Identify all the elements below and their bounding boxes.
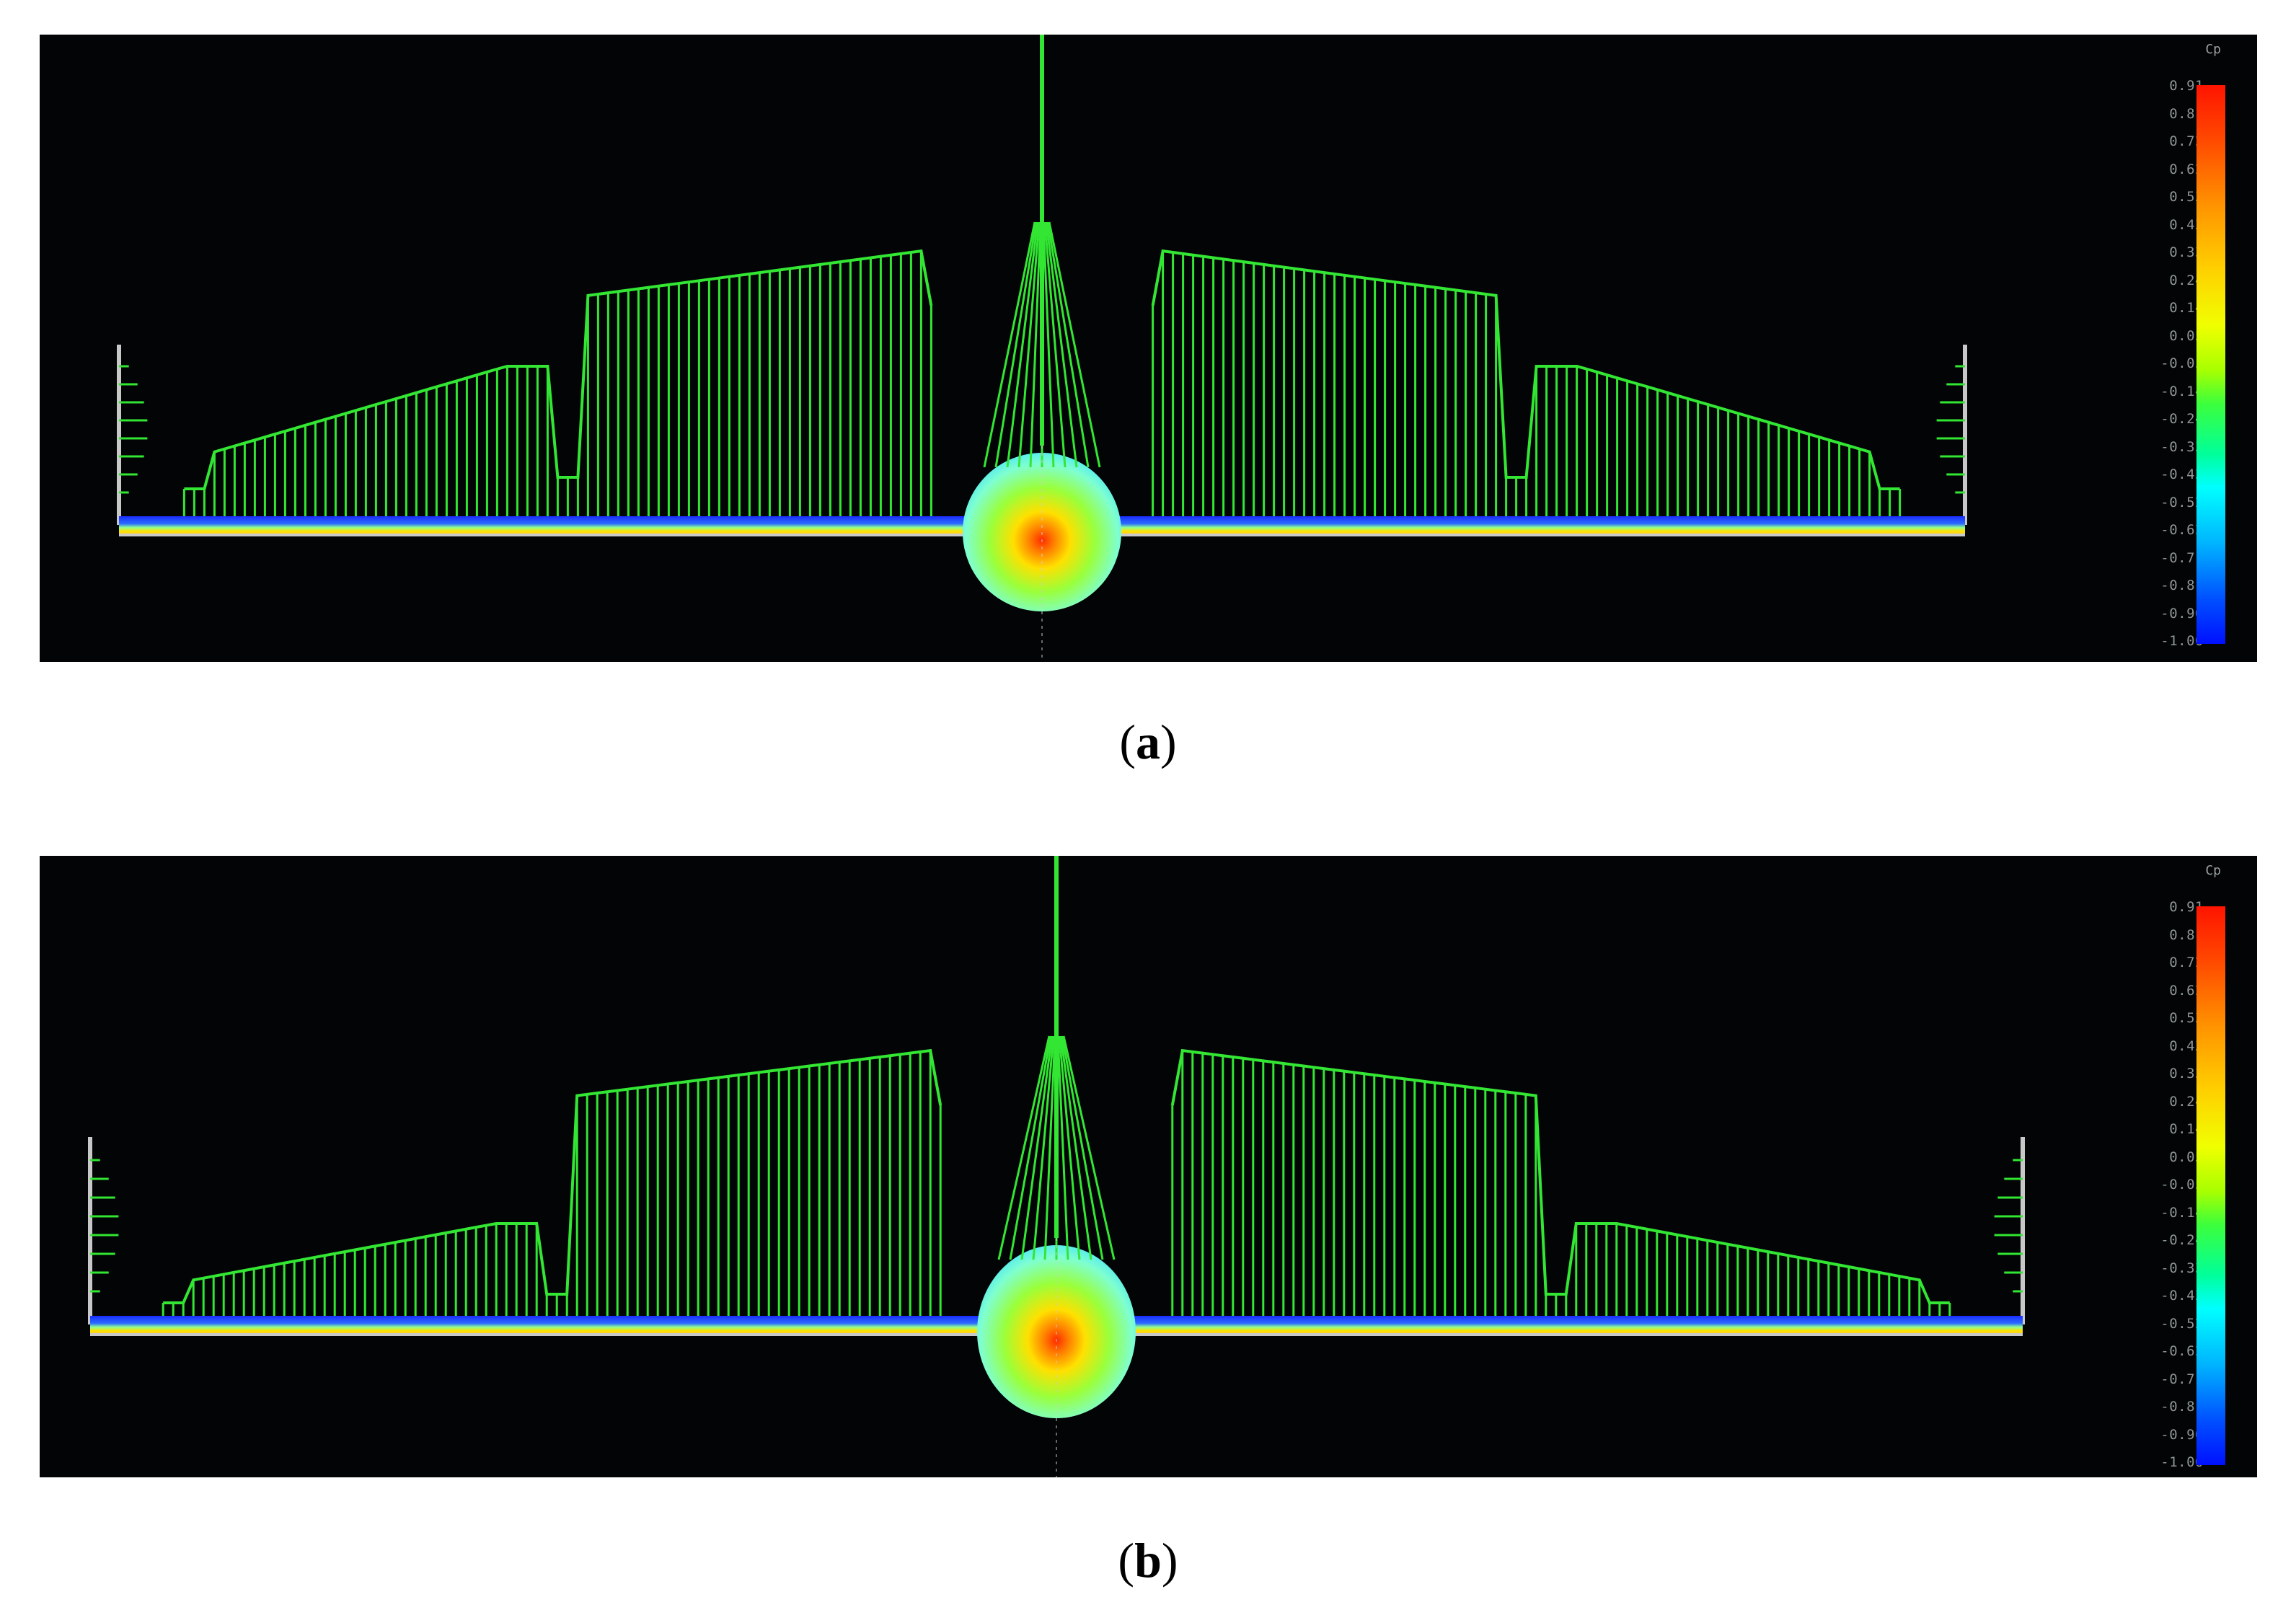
- legend-tick-label: 0.53: [2169, 1010, 2204, 1026]
- tail-lift-line: [1017, 221, 1041, 468]
- legend-tick-label: 0.72: [2169, 955, 2204, 970]
- legend-tick-label: 0.05: [2169, 1149, 2204, 1165]
- tail-lift-line: [1062, 1035, 1116, 1260]
- legend-tick-label: 0.91: [2169, 899, 2204, 915]
- legend-tick-label: -0.62: [2160, 1343, 2204, 1359]
- tail-lift-line: [1059, 1035, 1092, 1260]
- tail-lift-line: [997, 1035, 1051, 1260]
- legend-color-bar: [2196, 906, 2225, 1465]
- legend-tick-label: -1.00: [2160, 633, 2204, 649]
- legend-title: Cp: [2205, 42, 2221, 57]
- legend-tick-label: -0.90: [2160, 1426, 2204, 1443]
- legend-tick-label: -0.62: [2160, 522, 2204, 538]
- legend-tick-label: 0.53: [2169, 189, 2204, 205]
- tail-lift-line: [1048, 221, 1101, 468]
- caption-b: (b): [1118, 1533, 1178, 1588]
- tail-lift-line: [1061, 1035, 1104, 1260]
- panel-b-scene: [88, 856, 2025, 1477]
- legend-tick-label: 0.81: [2169, 926, 2204, 943]
- tail-lift-line: [1045, 221, 1078, 468]
- legend-title: Cp: [2205, 863, 2221, 878]
- legend-tick-label: 0.81: [2169, 105, 2204, 122]
- legend-tick-label: -0.33: [2160, 438, 2204, 455]
- panel-a-cp-legend: Cp 0.91 0.81 0.72 0.62 0.53 0.43 0.33 0.24 0.14 0…: [2133, 42, 2241, 655]
- lift-envelope: [1151, 249, 1900, 490]
- legend-tick-label: -0.71: [2160, 549, 2204, 566]
- caption-a: (a): [1119, 715, 1177, 769]
- tail-lift-line: [983, 221, 1036, 468]
- legend-tick-label: -0.43: [2160, 466, 2204, 482]
- legend-tick-label: -0.52: [2160, 494, 2204, 510]
- legend-tick-label: 0.62: [2169, 982, 2204, 999]
- tail-lift-line: [1046, 221, 1090, 468]
- tail-lift-line: [1058, 1035, 1081, 1260]
- panel-a-visualization: Cp 0.91 0.81 0.72 0.62 0.53 0.43 0.33 0.24 0.14 0…: [40, 35, 2257, 662]
- legend-tick-label: 0.33: [2169, 244, 2204, 260]
- lift-envelope: [1170, 1048, 1950, 1304]
- legend-tick-label: 0.43: [2169, 216, 2204, 233]
- legend-tick-label: 0.14: [2169, 1121, 2204, 1137]
- legend-tick-label: 0.05: [2169, 327, 2204, 344]
- legend-tick-label: -0.14: [2160, 383, 2204, 399]
- legend-tick-label: 0.24: [2169, 1093, 2204, 1110]
- legend-tick-label: -0.81: [2160, 578, 2204, 593]
- legend-tick-label: 0.43: [2169, 1038, 2204, 1054]
- legend-tick-label: -0.33: [2160, 1260, 2204, 1276]
- legend-tick-label: 0.33: [2169, 1066, 2204, 1082]
- legend-tick-label: 0.91: [2169, 78, 2204, 94]
- tail-lift-line: [1029, 221, 1042, 468]
- legend-tick-label: -0.52: [2160, 1315, 2204, 1332]
- legend-tick-label: -1.00: [2160, 1454, 2204, 1470]
- panel-b-visualization: Cp 0.91 0.81 0.72 0.62 0.53 0.43 0.33 0.24 0.14 0…: [40, 856, 2257, 1477]
- panel-a-lift-distribution: [117, 249, 1967, 525]
- legend-tick-label: 0.24: [2169, 272, 2204, 288]
- legend-tick-label: -0.71: [2160, 1371, 2204, 1387]
- legend-tick-label: -0.14: [2160, 1204, 2204, 1221]
- lift-envelope: [163, 1048, 942, 1304]
- lift-envelope: [184, 249, 933, 490]
- tail-lift-line: [1043, 1035, 1056, 1260]
- tail-lift-line: [1032, 1035, 1055, 1260]
- panel-b-lift-distribution: [88, 1048, 2025, 1324]
- legend-tick-label: -0.24: [2160, 411, 2204, 427]
- tail-lift-line: [1056, 1035, 1069, 1260]
- legend-tick-label: -0.05: [2160, 1177, 2204, 1193]
- legend-tick-label: 0.14: [2169, 300, 2204, 316]
- tail-lift-line: [1020, 1035, 1054, 1260]
- tail-lift-line: [994, 221, 1038, 468]
- tail-lift-line: [1043, 221, 1067, 468]
- tail-lift-line: [1006, 221, 1039, 468]
- legend-tick-label: -0.24: [2160, 1232, 2204, 1248]
- legend-tick-label: -0.05: [2160, 355, 2204, 371]
- legend-tick-label: 0.72: [2169, 133, 2204, 149]
- tail-lift-line: [1009, 1035, 1052, 1260]
- panel-a-scene: [117, 35, 1967, 662]
- legend-color-bar: [2196, 85, 2225, 644]
- legend-tick-label: -0.43: [2160, 1288, 2204, 1304]
- tail-lift-line: [1042, 221, 1055, 468]
- panel-b-cp-legend: Cp 0.91 0.81 0.72 0.62 0.53 0.43 0.33 0.24 0.14 0…: [2133, 863, 2241, 1476]
- legend-tick-label: -0.81: [2160, 1399, 2204, 1415]
- legend-tick-label: -0.90: [2160, 605, 2204, 622]
- legend-tick-label: 0.62: [2169, 161, 2204, 177]
